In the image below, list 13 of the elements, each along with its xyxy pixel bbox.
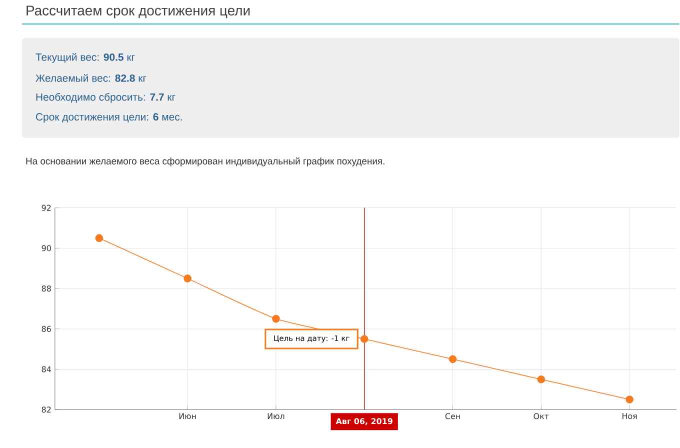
text: Необходимо сбросить: 7.7 кг xyxy=(36,93,176,104)
text: На основании желаемого веса сформирован индивидуальный график похудения. xyxy=(26,158,384,167)
point xyxy=(626,396,634,404)
point xyxy=(272,315,280,323)
text: Желаемый вес: 82.8 кг xyxy=(36,74,146,82)
chart-title: Рассчитаем срок достижения цели xyxy=(26,6,250,18)
point xyxy=(448,355,457,364)
text: Срок достижения цели: 6 мес. xyxy=(36,113,182,123)
point xyxy=(184,274,192,283)
point xyxy=(360,335,368,344)
point xyxy=(537,376,546,384)
text: Текущий вес: 90.5 кг xyxy=(36,53,135,64)
point xyxy=(95,234,104,242)
